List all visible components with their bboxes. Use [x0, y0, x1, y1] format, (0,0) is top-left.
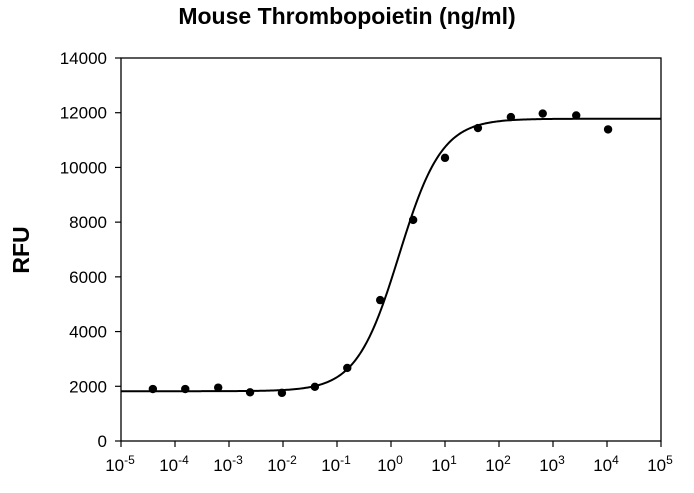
x-tick-label: 103 — [539, 453, 565, 475]
y-axis-label: RFU — [8, 226, 34, 273]
x-tick-label: 101 — [431, 453, 457, 475]
x-tick-exponent: -5 — [124, 453, 135, 467]
data-point — [538, 109, 547, 118]
x-tick-base: 10 — [105, 456, 124, 475]
y-tick-label: 8000 — [69, 213, 107, 232]
data-point — [277, 388, 287, 398]
x-tick-label: 10-2 — [267, 453, 297, 475]
x-tick-label: 10-1 — [321, 453, 351, 475]
data-point — [603, 125, 613, 134]
x-tick-base: 10 — [647, 456, 666, 475]
y-tick-label: 12000 — [60, 104, 107, 123]
x-tick-base: 10 — [213, 456, 232, 475]
x-tick-exponent: 3 — [558, 453, 565, 467]
data-point — [343, 363, 352, 373]
x-tick-exponent: -2 — [286, 453, 297, 467]
data-point — [572, 111, 581, 120]
y-tick-label: 0 — [98, 432, 107, 451]
y-tick-label: 4000 — [69, 323, 107, 342]
x-tick-base: 10 — [159, 456, 178, 475]
chart-title: Mouse Thrombopoietin (ng/ml) — [178, 3, 516, 29]
data-point — [214, 383, 223, 392]
x-tick-label: 10-4 — [159, 453, 189, 475]
fit-curve — [121, 117, 661, 393]
x-tick-label: 104 — [593, 453, 619, 475]
x-tick-exponent: -1 — [340, 453, 351, 467]
x-tick-base: 10 — [539, 456, 558, 475]
x-tick-label: 100 — [377, 453, 403, 475]
data-point — [181, 384, 190, 394]
x-tick-base: 10 — [593, 456, 612, 475]
data-point — [506, 112, 516, 122]
x-tick-base: 10 — [267, 456, 286, 475]
x-tick-exponent: -4 — [178, 453, 189, 467]
data-point — [245, 388, 255, 397]
y-tick-label: 10000 — [60, 158, 107, 177]
y-tick-label: 2000 — [69, 377, 107, 396]
y-tick-label: 6000 — [69, 268, 107, 287]
x-tick-label: 102 — [485, 453, 511, 475]
x-tick-exponent: 0 — [396, 453, 403, 467]
x-tick-label: 10-5 — [105, 453, 135, 475]
data-point — [473, 123, 483, 133]
x-tick-label: 10-3 — [213, 453, 243, 475]
x-tick-exponent: 2 — [504, 453, 511, 467]
x-tick-exponent: 4 — [612, 453, 619, 467]
data-point — [148, 384, 158, 394]
x-axis: 10-5 10-4 10-3 10-2 10-1 100 101 102 103 104 105 — [105, 441, 673, 475]
x-tick-exponent: 5 — [666, 453, 673, 467]
x-tick-base: 10 — [377, 456, 396, 475]
data-point — [376, 295, 385, 305]
data-point — [440, 153, 450, 163]
x-tick-base: 10 — [485, 456, 504, 475]
data-point — [310, 382, 320, 392]
data-points — [148, 109, 613, 398]
x-tick-base: 10 — [431, 456, 450, 475]
x-tick-base: 10 — [321, 456, 340, 475]
y-axis: 0 2000 4000 6000 8000 10000 12000 14000 — [60, 49, 121, 451]
data-point — [408, 215, 418, 225]
y-tick-label: 14000 — [60, 49, 107, 68]
x-tick-exponent: 1 — [450, 453, 457, 467]
x-tick-exponent: -3 — [232, 453, 243, 467]
x-tick-label: 105 — [647, 453, 673, 475]
